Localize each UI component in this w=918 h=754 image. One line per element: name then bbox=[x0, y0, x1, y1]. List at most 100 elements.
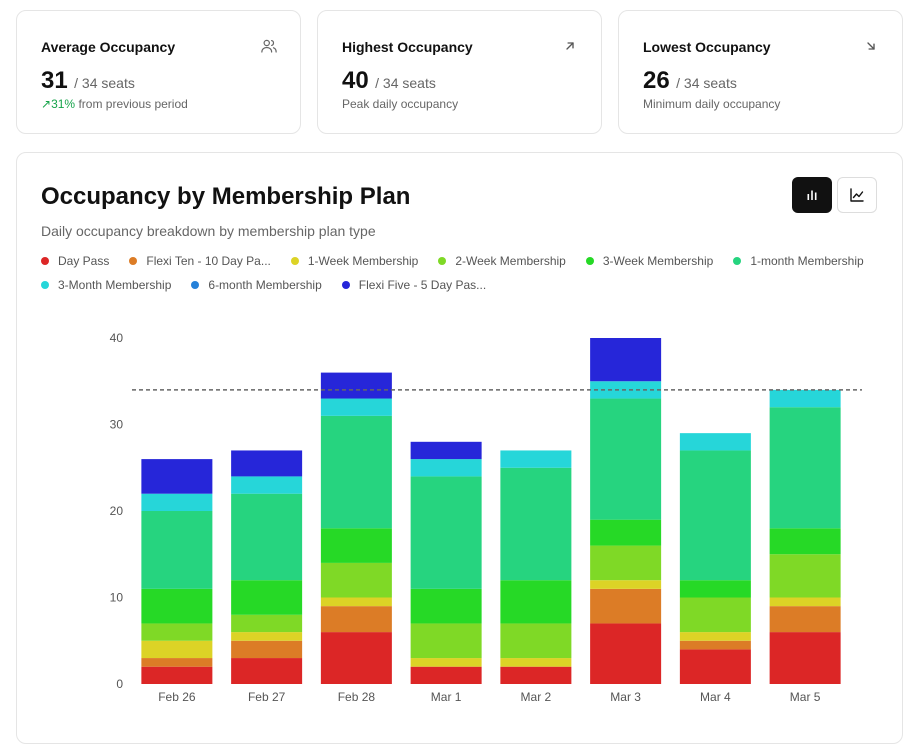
y-tick-label: 10 bbox=[110, 591, 124, 605]
line-view-button[interactable] bbox=[837, 177, 877, 213]
change-percent: 31% bbox=[51, 97, 76, 111]
legend-item[interactable]: 6-month Membership bbox=[191, 277, 322, 293]
legend-swatch bbox=[290, 257, 299, 265]
bar-segment bbox=[500, 658, 572, 667]
bar-segment bbox=[320, 562, 392, 598]
legend-item[interactable]: 1-month Membership bbox=[733, 253, 864, 269]
legend-label: 6-month Membership bbox=[208, 278, 322, 292]
stat-title: Highest Occupancy bbox=[342, 39, 473, 55]
legend-item[interactable]: 3-Week Membership bbox=[585, 253, 713, 269]
change-text: from previous period bbox=[78, 97, 188, 111]
bar-segment bbox=[500, 623, 572, 659]
bar-segment bbox=[769, 528, 841, 555]
chart-title: Occupancy by Membership Plan bbox=[41, 183, 411, 210]
arrow-up-right-icon bbox=[566, 42, 574, 50]
bar-view-button[interactable] bbox=[792, 177, 832, 213]
stat-change: ↗31% from previous period bbox=[41, 97, 188, 111]
bar-segment bbox=[590, 588, 662, 624]
bar-segment bbox=[500, 450, 572, 468]
bar-segment bbox=[769, 407, 841, 529]
bar-segment bbox=[141, 511, 213, 589]
legend-swatch bbox=[41, 257, 49, 265]
legend-label: Day Pass bbox=[58, 254, 110, 268]
trend-up-icon: ↗ bbox=[41, 97, 52, 111]
bar-segment bbox=[320, 597, 392, 607]
bar-segment bbox=[769, 632, 841, 684]
bar-segment bbox=[410, 459, 482, 477]
legend-swatch bbox=[585, 257, 594, 265]
stat-card-lowest-occupancy: Lowest Occupancy 26 / 34 seats Minimum d… bbox=[618, 10, 903, 134]
bar-segment bbox=[679, 632, 751, 641]
bar-segment bbox=[590, 519, 662, 546]
stat-capacity: / 34 seats bbox=[375, 75, 436, 91]
bar-segment bbox=[679, 640, 751, 650]
x-tick-label: Mar 4 bbox=[700, 690, 731, 704]
stat-subtitle: Peak daily occupancy bbox=[342, 97, 459, 111]
bar-segment bbox=[231, 493, 303, 581]
bar-segment bbox=[410, 623, 482, 659]
bar-segment bbox=[679, 580, 751, 598]
bar-segment bbox=[410, 658, 482, 667]
legend-item[interactable]: Flexi Five - 5 Day Pas... bbox=[341, 277, 486, 293]
stat-card-highest-occupancy: Highest Occupancy 40 / 34 seats Peak dai… bbox=[317, 10, 602, 134]
bar-segment bbox=[231, 476, 303, 494]
stat-value-row: 31 / 34 seats bbox=[41, 67, 135, 95]
legend-item[interactable]: 2-Week Membership bbox=[438, 253, 566, 269]
bar-segment bbox=[231, 580, 303, 615]
stat-card-average-occupancy: Average Occupancy 31 / 34 seats ↗31% fro… bbox=[16, 10, 301, 134]
stat-value-row: 40 / 34 seats bbox=[342, 67, 436, 95]
bar-segment bbox=[679, 433, 751, 451]
y-tick-label: 40 bbox=[110, 331, 124, 345]
bar-segment bbox=[769, 554, 841, 598]
stat-capacity: / 34 seats bbox=[676, 75, 737, 91]
bar-segment bbox=[769, 597, 841, 607]
bar-segment bbox=[320, 606, 392, 633]
legend-label: 1-month Membership bbox=[750, 254, 864, 268]
legend-item[interactable]: Flexi Ten - 10 Day Pa... bbox=[129, 253, 271, 269]
legend-item[interactable]: Day Pass bbox=[41, 253, 109, 269]
x-tick-label: Feb 26 bbox=[158, 690, 196, 704]
bar-segment bbox=[320, 632, 392, 684]
stacked-bar-chart: 0 10 20 30 40 Feb 26 Feb 27 Feb 28 Mar 1 Mar 2 Mar… bbox=[110, 331, 862, 704]
bar-segment bbox=[141, 623, 213, 641]
legend-swatch bbox=[438, 257, 447, 265]
bar-segment bbox=[500, 467, 572, 581]
arrow-down-right-icon bbox=[867, 42, 875, 50]
bar-segment bbox=[320, 372, 392, 399]
bar-segment bbox=[231, 450, 303, 477]
bar-chart-icon bbox=[807, 190, 817, 200]
bar-segment bbox=[141, 588, 213, 624]
chart-legend: Day Pass Flexi Ten - 10 Day Pa... 1-Week M… bbox=[41, 253, 871, 293]
chart-subtitle: Daily occupancy breakdown by membership … bbox=[41, 223, 376, 239]
bar-segment bbox=[410, 476, 482, 589]
line-chart-icon bbox=[850, 188, 864, 202]
bar-segment bbox=[320, 415, 392, 529]
x-tick-label: Feb 27 bbox=[248, 690, 286, 704]
legend-label: Flexi Ten - 10 Day Pa... bbox=[146, 254, 271, 268]
legend-label: 1-Week Membership bbox=[307, 254, 419, 268]
bar-segment bbox=[679, 450, 751, 581]
bar-segment bbox=[679, 649, 751, 684]
bar-segment bbox=[769, 389, 841, 408]
bar-segment bbox=[679, 597, 751, 633]
legend-item[interactable]: 1-Week Membership bbox=[290, 253, 419, 269]
bar-segment bbox=[590, 545, 662, 581]
stat-value: 40 bbox=[342, 67, 369, 94]
bar-segment bbox=[769, 606, 841, 633]
bar-segment bbox=[141, 666, 213, 684]
stat-title: Lowest Occupancy bbox=[643, 39, 771, 55]
legend-label: 2-Week Membership bbox=[455, 254, 566, 268]
legend-item[interactable]: 3-Month Membership bbox=[41, 277, 171, 293]
x-tick-label: Feb 28 bbox=[338, 690, 376, 704]
bar-segment bbox=[320, 398, 392, 416]
bar-segment bbox=[231, 632, 303, 641]
bar-segment bbox=[590, 398, 662, 520]
stat-value: 31 bbox=[41, 67, 68, 94]
legend-swatch bbox=[733, 257, 742, 265]
bar-segment bbox=[141, 493, 213, 511]
y-tick-label: 20 bbox=[110, 504, 124, 518]
x-tick-label: Mar 1 bbox=[431, 690, 462, 704]
stat-value: 26 bbox=[643, 67, 670, 94]
legend-swatch bbox=[191, 281, 200, 289]
bar-segment bbox=[590, 338, 662, 382]
